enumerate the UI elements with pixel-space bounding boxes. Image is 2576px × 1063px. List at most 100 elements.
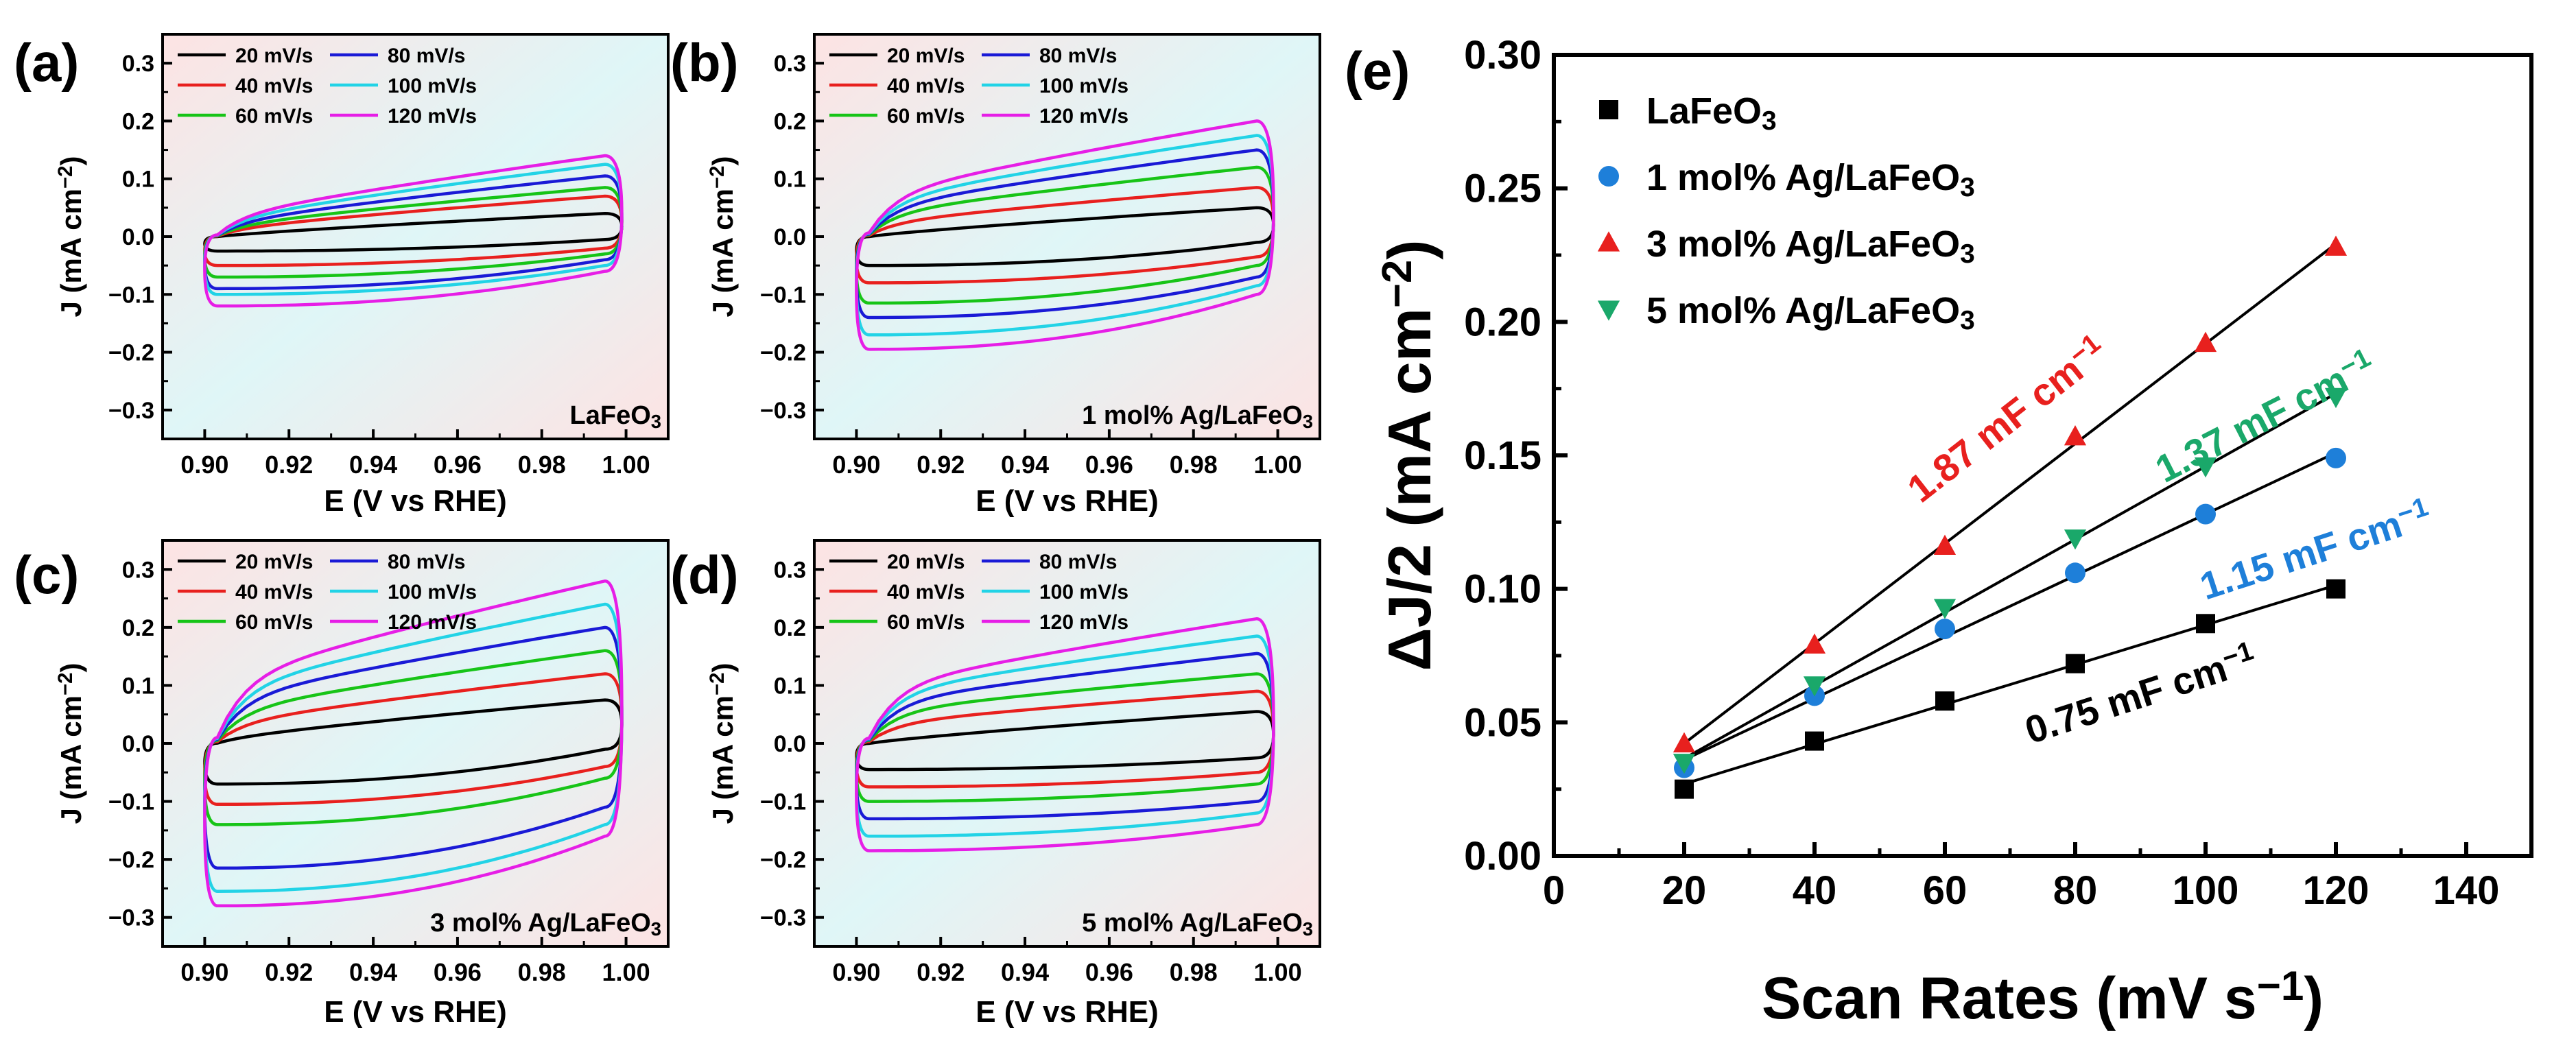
cv-panel-b: 0.90 0.92 0.94 0.96 0.98 1.00 −0.3 −0.2 −0.1 0.0 0… <box>670 32 1321 518</box>
legend-entry: 1 mol% Ag/LaFeO3 <box>1646 157 1975 202</box>
fit-line <box>1683 392 2337 760</box>
y-tick-label: 0.05 <box>1464 700 1541 745</box>
x-tick-label: 40 <box>1793 868 1837 913</box>
x-tick-label: 1.00 <box>1254 958 1302 986</box>
x-tick-label: 20 <box>1662 868 1707 913</box>
x-tick-label: 100 <box>2173 868 2239 913</box>
panel-label: (d) <box>670 545 739 605</box>
legend-entry: 20 mV/s <box>887 45 965 67</box>
x-tick-label: 0.96 <box>1085 958 1133 986</box>
legend-entry: 100 mV/s <box>1039 581 1129 604</box>
y-tick-label: −0.3 <box>760 905 806 931</box>
legend-entry: 60 mV/s <box>235 105 313 128</box>
legend-entry: 100 mV/s <box>388 75 477 97</box>
legend-entry: 120 mV/s <box>1039 611 1129 634</box>
legend-entry: 80 mV/s <box>388 551 465 573</box>
y-tick-label: 0.10 <box>1464 567 1541 612</box>
x-tick-label: 0.90 <box>180 958 228 986</box>
legend-entry: 40 mV/s <box>887 75 965 97</box>
legend-entry: 40 mV/s <box>887 581 965 604</box>
data-point <box>2326 447 2346 468</box>
y-tick-label: 0.30 <box>1464 33 1541 77</box>
y-tick-label: 0.1 <box>774 167 806 193</box>
x-tick-label: 0 <box>1543 868 1565 913</box>
legend-entry: 60 mV/s <box>887 611 965 634</box>
slope-annotation: 1.37 mF cm−1 <box>2149 343 2382 490</box>
x-axis-label: E (V vs RHE) <box>976 484 1159 518</box>
legend-marker <box>1597 300 1620 321</box>
y-tick-label: 0.0 <box>774 224 806 250</box>
legend-entry: 80 mV/s <box>1039 551 1117 573</box>
y-tick-label: 0.3 <box>774 557 806 583</box>
y-tick-label: 0.1 <box>774 673 806 699</box>
y-tick-label: 0.0 <box>774 731 806 757</box>
x-axis-label: E (V vs RHE) <box>324 484 507 518</box>
legend-marker <box>1597 231 1620 252</box>
legend-entry: 100 mV/s <box>388 581 477 604</box>
x-tick-label: 0.98 <box>1170 958 1218 986</box>
data-point <box>2194 457 2217 478</box>
data-point <box>2064 529 2087 550</box>
y-tick-label: 0.1 <box>122 673 154 699</box>
legend-entry: 5 mol% Ag/LaFeO3 <box>1646 290 1975 335</box>
data-point <box>2194 331 2217 353</box>
legend-entry: 120 mV/s <box>1039 105 1129 128</box>
x-tick-label: 1.00 <box>1254 451 1302 479</box>
data-point <box>2065 562 2085 584</box>
data-point <box>1935 691 1954 711</box>
y-tick-label: 0.3 <box>122 51 154 77</box>
legend-entry: 80 mV/s <box>1039 45 1117 67</box>
legend-entry: 20 mV/s <box>887 551 965 573</box>
cv-curve-120-mV-s <box>855 119 1275 351</box>
y-tick-label: 0.25 <box>1464 167 1541 211</box>
x-tick-label: 1.00 <box>602 958 650 986</box>
data-point <box>2196 614 2215 634</box>
data-point <box>1673 754 1696 774</box>
data-point <box>1933 599 1957 619</box>
legend-entry: 40 mV/s <box>235 75 313 97</box>
y-axis-label: J (mA cm−2) <box>706 156 739 317</box>
cv-panel-a: 0.90 0.92 0.94 0.96 0.98 1.00 −0.3 −0.2 −0.1 0.0 0… <box>14 32 670 518</box>
legend-entry: 60 mV/s <box>235 611 313 634</box>
y-axis-label: J (mA cm−2) <box>54 662 87 824</box>
y-tick-label: −0.3 <box>108 398 154 424</box>
data-point <box>2324 235 2348 256</box>
x-tick-label: 0.94 <box>1001 451 1049 479</box>
plot-background <box>814 34 1320 439</box>
y-axis-label: J (mA cm−2) <box>706 662 739 824</box>
x-tick-label: 0.90 <box>832 958 880 986</box>
sample-label: 3 mol% Ag/LaFeO3 <box>430 909 661 940</box>
data-point <box>2324 387 2348 409</box>
x-tick-label: 0.96 <box>1085 451 1133 479</box>
y-tick-label: −0.2 <box>760 340 806 366</box>
fit-line <box>1683 451 2337 761</box>
data-point <box>1675 779 1694 799</box>
panel-label: (e) <box>1345 40 1410 101</box>
x-tick-label: 0.96 <box>434 958 482 986</box>
legend-entry: 80 mV/s <box>388 45 465 67</box>
legend-entry: 3 mol% Ag/LaFeO3 <box>1646 224 1975 269</box>
y-tick-label: −0.3 <box>760 398 806 424</box>
legend-entry: 20 mV/s <box>235 551 313 573</box>
y-tick-label: −0.1 <box>760 282 806 308</box>
panel-label: (a) <box>14 32 79 93</box>
cv-panel-d: 0.90 0.92 0.94 0.96 0.98 1.00 −0.3 −0.2 −0.1 0.0 0… <box>670 539 1321 1029</box>
data-point <box>1673 732 1696 753</box>
panel-label: (b) <box>670 32 739 93</box>
y-tick-label: 0.00 <box>1464 834 1541 879</box>
slope-annotation: 0.75 mF cm−1 <box>2020 636 2261 752</box>
y-axis-label: ΔJ/2 (mA cm−2) <box>1373 239 1443 671</box>
legend-entry: LaFeO3 <box>1646 91 1777 136</box>
x-tick-label: 0.98 <box>518 451 566 479</box>
legend-marker <box>1599 100 1618 119</box>
fit-line <box>1683 584 2337 785</box>
cv-curve-120-mV-s <box>855 617 1275 852</box>
data-point <box>2064 425 2087 446</box>
plot-background <box>814 540 1320 946</box>
x-tick-label: 0.92 <box>917 958 965 986</box>
x-tick-label: 0.98 <box>518 958 566 986</box>
data-point <box>2195 503 2216 525</box>
y-tick-label: 0.0 <box>122 731 154 757</box>
x-tick-label: 0.96 <box>434 451 482 479</box>
y-axis-label: J (mA cm−2) <box>54 156 87 317</box>
